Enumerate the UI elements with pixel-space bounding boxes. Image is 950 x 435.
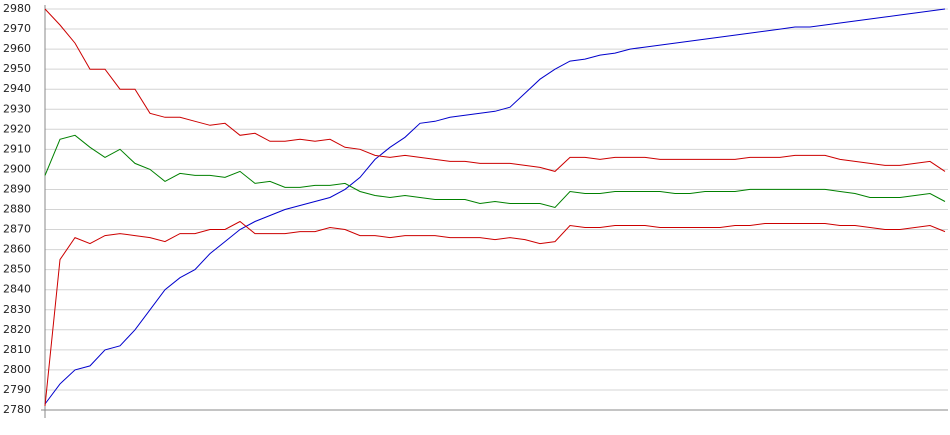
y-tick-label: 2910 — [3, 142, 31, 155]
y-tick-label: 2840 — [3, 283, 31, 296]
y-tick-label: 2820 — [3, 323, 31, 336]
data-line — [44, 220, 946, 407]
y-tick-label: 2970 — [3, 22, 31, 35]
y-tick-label: 2850 — [3, 263, 31, 276]
y-tick-label: 2900 — [3, 162, 31, 175]
y-tick-label: 2890 — [3, 182, 31, 195]
y-tick-label: 2950 — [3, 62, 31, 75]
data-line — [44, 134, 946, 209]
y-tick-label: 2830 — [3, 303, 31, 316]
y-tick-label: 2920 — [3, 122, 31, 135]
data-line — [44, 8, 946, 172]
y-tick-label: 2940 — [3, 82, 31, 95]
y-tick-label: 2870 — [3, 223, 31, 236]
y-tick-label: 2800 — [3, 363, 31, 376]
y-tick-label: 2790 — [3, 383, 31, 396]
y-tick-label: 2960 — [3, 42, 31, 55]
y-tick-label: 2780 — [3, 403, 31, 416]
y-tick-label: 2810 — [3, 343, 31, 356]
y-tick-label: 2860 — [3, 243, 31, 256]
data-line — [44, 8, 946, 405]
y-tick-label: 2980 — [3, 2, 31, 15]
y-tick-label: 2880 — [3, 203, 31, 216]
y-tick-label: 2930 — [3, 102, 31, 115]
